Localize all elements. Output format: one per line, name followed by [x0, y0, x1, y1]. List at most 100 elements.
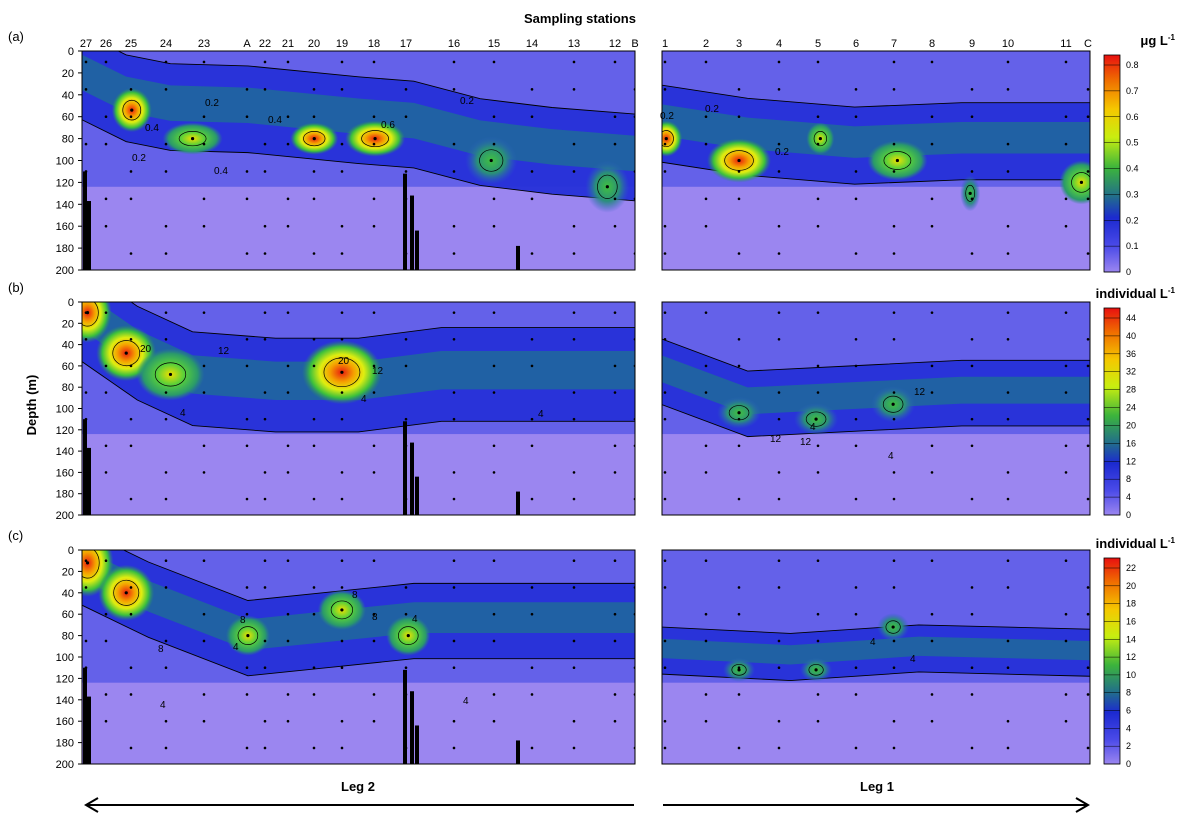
- sample-point: [1006, 471, 1010, 474]
- sample-point: [1006, 746, 1010, 750]
- sample-point: [704, 311, 708, 314]
- sample-point: [777, 311, 781, 314]
- sample-point: [704, 639, 708, 643]
- sample-point: [312, 88, 316, 91]
- sample-point: [854, 497, 858, 501]
- colorbar-tick-label: 0.1: [1126, 241, 1139, 251]
- sample-point: [613, 197, 617, 201]
- contour-label: 8: [372, 612, 378, 623]
- sample-point: [372, 391, 376, 394]
- sample-point: [263, 88, 267, 91]
- panel-tag: (b): [8, 280, 24, 295]
- sample-point: [737, 197, 741, 201]
- contour-ring: [398, 626, 419, 645]
- station-label: 27: [80, 38, 92, 50]
- sample-point: [372, 719, 376, 723]
- leg1-arrow: [663, 797, 1090, 813]
- bathymetry-bar: [415, 476, 419, 515]
- sample-point: [406, 634, 410, 638]
- colorbar-unit: individual L-1: [1096, 536, 1176, 551]
- contour-label: 4: [180, 408, 186, 419]
- sample-point: [84, 311, 88, 314]
- bathymetry-bar: [87, 696, 91, 764]
- sample-point: [312, 137, 316, 141]
- sample-point: [263, 170, 267, 173]
- sample-point: [263, 471, 267, 474]
- sample-point: [372, 311, 376, 314]
- colorbar-tick-label: 0.7: [1126, 86, 1139, 96]
- sample-point: [816, 639, 820, 643]
- sample-point: [892, 142, 896, 146]
- sample-point: [1086, 417, 1090, 421]
- sample-point: [286, 142, 290, 146]
- sample-point: [704, 197, 708, 201]
- sample-point: [530, 88, 534, 91]
- contour-ring: [323, 357, 361, 388]
- y-tick-label: 40: [62, 340, 74, 352]
- sample-point: [816, 224, 820, 228]
- sample-point: [340, 417, 344, 421]
- contour-label: 4: [810, 422, 816, 433]
- station-label: 21: [282, 38, 294, 50]
- station-label: 18: [368, 38, 380, 50]
- sample-point: [663, 252, 667, 255]
- sample-point: [892, 88, 896, 91]
- sample-point: [404, 337, 408, 341]
- sample-point: [777, 586, 781, 589]
- sample-point: [340, 252, 344, 255]
- sample-point: [340, 586, 344, 589]
- sample-point: [530, 170, 534, 173]
- sample-point: [892, 586, 896, 589]
- sample-point: [286, 639, 290, 643]
- sample-point: [930, 224, 934, 228]
- sample-point: [663, 142, 667, 146]
- sample-point: [814, 417, 818, 421]
- sample-point: [530, 197, 534, 201]
- contour-band: [82, 302, 635, 400]
- station-label: 15: [488, 38, 500, 50]
- y-tick-label: 80: [62, 382, 74, 394]
- y-tick-label: 0: [68, 46, 74, 58]
- sample-point: [452, 142, 456, 146]
- sample-point: [245, 337, 249, 341]
- sample-point: [1064, 559, 1068, 562]
- sample-point: [737, 586, 741, 589]
- sample-point: [613, 364, 617, 368]
- sample-point: [129, 197, 133, 201]
- sample-point: [572, 639, 576, 643]
- sample-point: [663, 311, 667, 314]
- sample-point: [452, 170, 456, 173]
- sample-point: [104, 559, 108, 562]
- sample-point: [452, 252, 456, 255]
- sample-point: [704, 471, 708, 474]
- sample-point: [930, 115, 934, 118]
- sample-point: [129, 586, 133, 589]
- sample-point: [1086, 497, 1090, 501]
- station-label: 2: [703, 38, 709, 50]
- sample-point: [129, 746, 133, 750]
- y-tick-label: 140: [56, 446, 74, 458]
- colorbar-scale: [1103, 557, 1121, 765]
- sample-point: [816, 444, 820, 448]
- y-tick-label: 100: [56, 156, 74, 168]
- sample-point: [663, 88, 667, 91]
- contour-label: 12: [800, 437, 812, 448]
- sample-point: [1064, 444, 1068, 448]
- sample-point: [816, 311, 820, 314]
- sample-point: [663, 639, 667, 643]
- sample-point: [892, 252, 896, 255]
- sample-point: [737, 411, 741, 415]
- y-tick-label: 160: [56, 716, 74, 728]
- sample-point: [202, 471, 206, 474]
- colorbar-tick-label: 0.3: [1126, 189, 1139, 199]
- contour-label: 4: [910, 654, 916, 665]
- y-tick-label: 40: [62, 90, 74, 102]
- sample-point: [1086, 197, 1090, 201]
- sample-point: [340, 639, 344, 643]
- sample-point: [404, 364, 408, 368]
- sample-point: [245, 197, 249, 201]
- sample-point: [1064, 311, 1068, 314]
- sample-point: [492, 142, 496, 146]
- sample-point: [892, 417, 896, 421]
- sample-point: [1064, 639, 1068, 643]
